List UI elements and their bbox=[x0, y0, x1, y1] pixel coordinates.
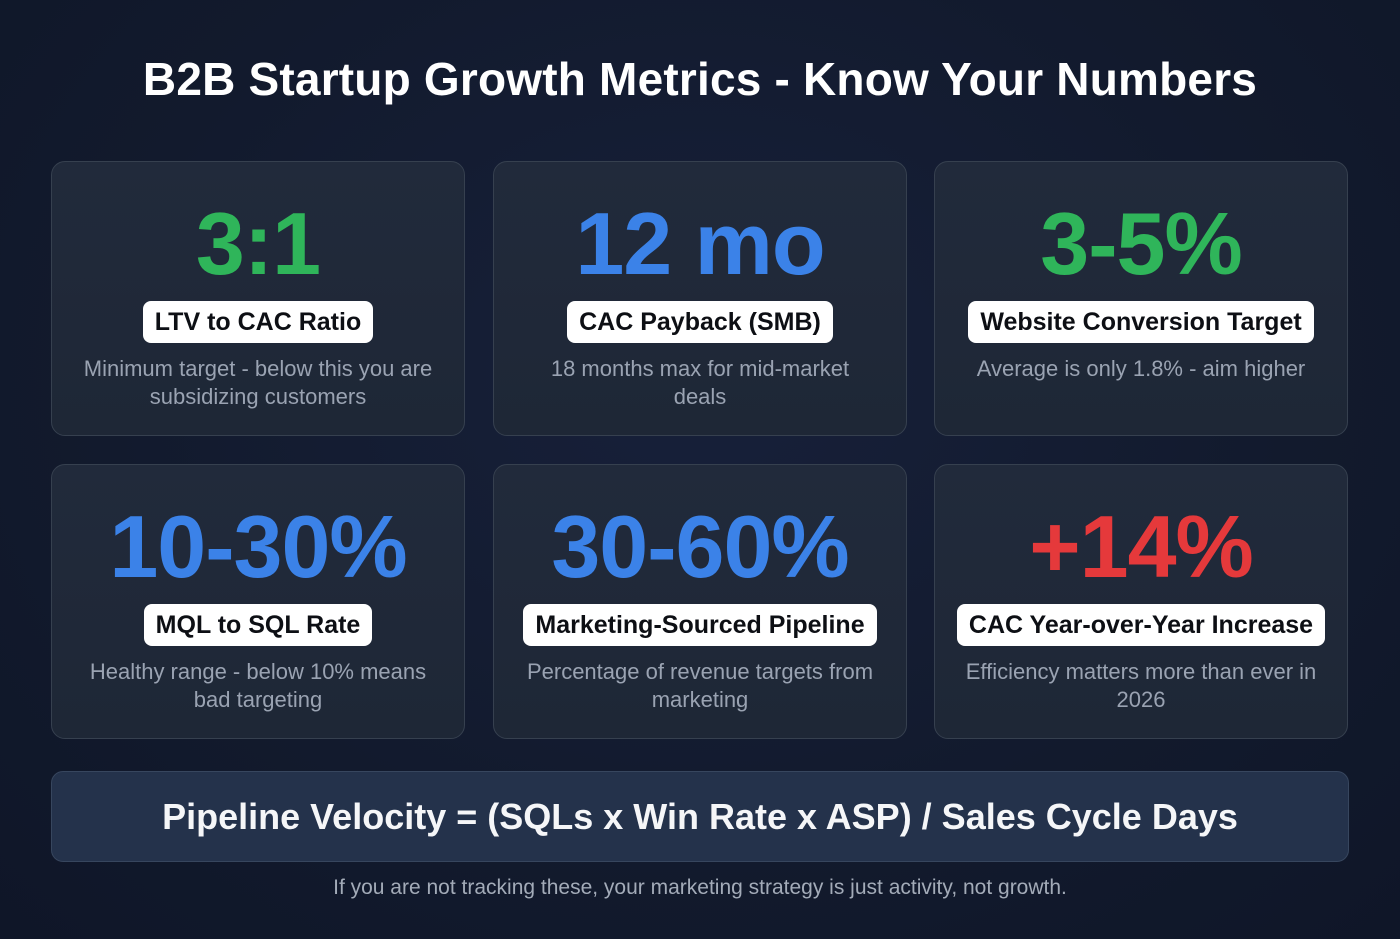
metric-card-website-conversion: 3-5% Website Conversion Target Average i… bbox=[934, 161, 1348, 436]
metric-card-marketing-pipeline: 30-60% Marketing-Sourced Pipeline Percen… bbox=[493, 464, 907, 739]
metric-description: 18 months max for mid-market deals bbox=[550, 356, 850, 409]
metric-value: 10-30% bbox=[109, 497, 407, 596]
metric-label: CAC Payback (SMB) bbox=[567, 301, 833, 343]
footer-note: If you are not tracking these, your mark… bbox=[333, 876, 1067, 899]
metric-card-mql-sql: 10-30% MQL to SQL Rate Healthy range - b… bbox=[51, 464, 465, 739]
metric-card-cac-yoy: +14% CAC Year-over-Year Increase Efficie… bbox=[934, 464, 1348, 739]
metric-label: Website Conversion Target bbox=[968, 301, 1314, 343]
metric-value: 3-5% bbox=[1040, 194, 1242, 293]
page-title: B2B Startup Growth Metrics - Know Your N… bbox=[142, 53, 1258, 105]
pipeline-velocity-formula: Pipeline Velocity = (SQLs x Win Rate x A… bbox=[51, 771, 1349, 862]
metric-description: Minimum target - below this you are subs… bbox=[83, 356, 433, 409]
metric-value: +14% bbox=[1029, 497, 1254, 596]
metric-value: 30-60% bbox=[551, 497, 849, 596]
metric-description: Percentage of revenue targets from marke… bbox=[526, 659, 874, 712]
metric-description: Efficiency matters more than ever in 202… bbox=[965, 659, 1317, 712]
metric-value: 12 mo bbox=[575, 194, 825, 293]
metric-description: Average is only 1.8% - aim higher bbox=[976, 356, 1306, 381]
metric-card-cac-payback: 12 mo CAC Payback (SMB) 18 months max fo… bbox=[493, 161, 907, 436]
metric-label: MQL to SQL Rate bbox=[143, 604, 373, 646]
metric-label: Marketing-Sourced Pipeline bbox=[523, 604, 877, 646]
metric-label: LTV to CAC Ratio bbox=[142, 301, 374, 343]
metric-value: 3:1 bbox=[195, 194, 321, 293]
metric-card-ltv-cac: 3:1 LTV to CAC Ratio Minimum target - be… bbox=[51, 161, 465, 436]
metric-description: Healthy range - below 10% means bad targ… bbox=[89, 659, 427, 712]
metric-label: CAC Year-over-Year Increase bbox=[956, 604, 1326, 646]
